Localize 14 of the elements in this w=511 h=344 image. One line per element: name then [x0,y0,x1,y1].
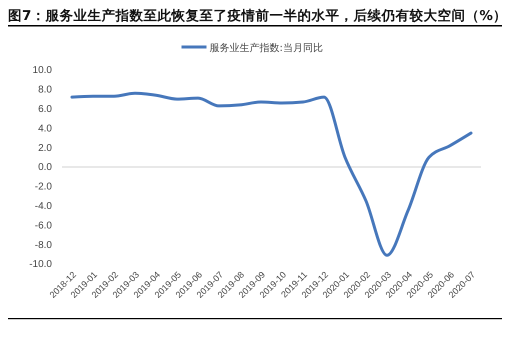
y-tick-label: 2.0 [38,142,52,154]
y-tick-label: -6.0 [34,220,52,232]
y-tick-label: 6.0 [38,104,52,115]
legend-label: 服务业生产指数:当月同比 [210,42,323,54]
y-tick-label: -4.0 [34,201,52,212]
y-tick-label: 10.0 [32,65,52,76]
y-tick-label: 0.0 [38,162,52,174]
chart-title: 图7：服务业生产指数至此恢复至了疫情前一半的水平，后续仍有较大空间（%） [8,7,507,24]
y-tick-label: 8.0 [38,84,52,96]
y-tick-label: 4.0 [38,123,52,134]
y-tick-label: -2.0 [34,182,52,193]
y-tick-label: -10.0 [29,259,52,270]
y-tick-label: -8.0 [34,240,52,251]
line-series [70,92,472,257]
